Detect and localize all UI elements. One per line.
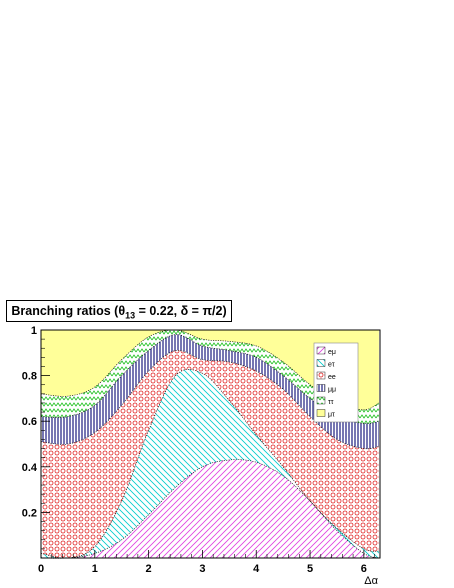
area-layers — [41, 329, 379, 559]
legend: eμ eτ ee μμ ττ μτ — [313, 342, 359, 423]
legend-swatch-e-1 — [316, 359, 326, 367]
legend-box — [313, 342, 359, 423]
y-tick-label-1: 0.4 — [22, 462, 38, 474]
x-tick-label-5: 5 — [307, 563, 313, 575]
y-tick-label-3: 0.8 — [22, 371, 37, 383]
area-series-3 — [41, 334, 379, 449]
legend-label-4: ττ — [328, 399, 334, 406]
y-tick-label-0: 0.2 — [22, 507, 37, 519]
boundary-ee-2 — [40, 349, 379, 450]
title-subscript: 13 — [125, 310, 136, 321]
legend-label-5: μτ — [328, 412, 335, 419]
x-tick-label-1: 1 — [92, 563, 98, 575]
area-ee-2 — [41, 350, 379, 559]
x-tick-label-0: 0 — [38, 563, 44, 575]
x-tick-label-2: 2 — [146, 563, 152, 575]
x-tick-label-6: 6 — [361, 563, 367, 575]
chart-title: Branching ratios (θ13 = 0.22, δ = π/2) — [6, 300, 232, 322]
legend-label-0: eμ — [328, 349, 336, 356]
y-tick-label-4: 1 — [31, 325, 37, 337]
area-e-1 — [41, 369, 379, 559]
y-tick-label-2: 0.6 — [22, 416, 37, 428]
axis-ticks: 0 1 2 3 4 5 6 0.2 0.4 0.6 0.8 1 — [22, 325, 375, 575]
plot-frame — [40, 329, 381, 559]
boundary-e-1 — [40, 369, 379, 559]
legend-swatch-series-4 — [316, 396, 326, 405]
legend-swatch-ee-2 — [316, 371, 326, 380]
area-e-0 — [41, 459, 379, 559]
x-tick-label-4: 4 — [253, 563, 260, 575]
legend-swatch-series-3 — [316, 384, 326, 392]
legend-label-2: ee — [328, 374, 336, 381]
area-series-5 — [41, 329, 379, 410]
legend-label-3: μμ — [328, 387, 336, 394]
x-tick-label-3: 3 — [199, 563, 205, 575]
legend-label-1: eτ — [328, 362, 335, 369]
legend-swatch-e-0 — [316, 346, 326, 355]
title-prefix: Branching ratios ( — [11, 304, 119, 318]
title-suffix: = 0.22, δ = π/2) — [135, 304, 227, 318]
legend-swatch-series-5 — [316, 409, 326, 417]
title-theta: θ — [118, 304, 126, 318]
x-axis-label: Δα — [364, 575, 378, 587]
